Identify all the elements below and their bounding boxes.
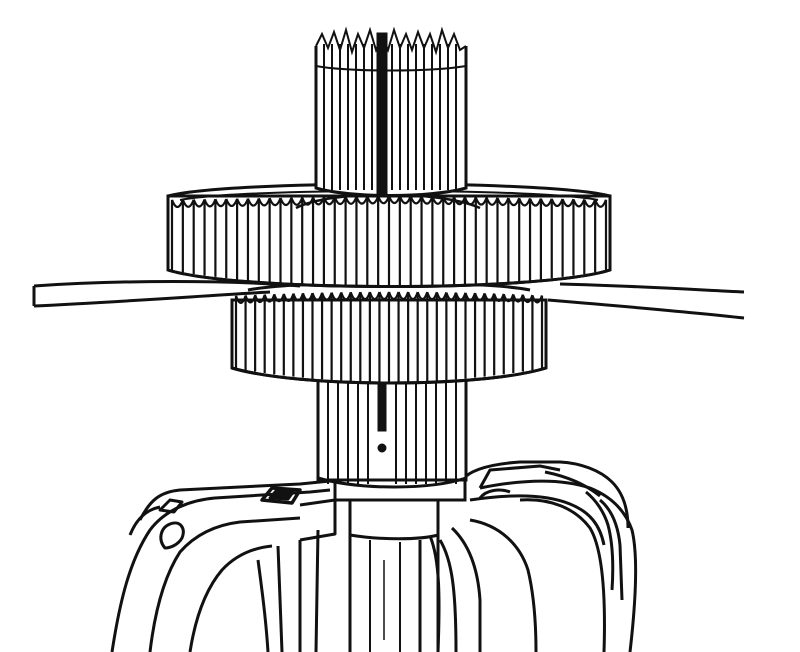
- small-gear-tooth-notch: [387, 291, 400, 301]
- small-gear: [230, 281, 548, 385]
- small-gear-tooth-notch: [330, 292, 343, 301]
- small-gear-tooth-notch: [368, 291, 381, 301]
- small-gear-tooth-notch: [435, 292, 448, 301]
- feeler-gauge-blade: [32, 280, 745, 320]
- small-gear-tooth-notch: [397, 291, 410, 301]
- small-gear-tooth-notch: [359, 291, 371, 301]
- small-gear-tooth-notch: [349, 291, 362, 301]
- upper-shaft-keyway: [376, 32, 388, 196]
- bearing-retainer: [333, 476, 467, 652]
- small-gear-teeth: [234, 291, 544, 382]
- lower-shaft-keyway: [377, 378, 387, 432]
- small-gear-tooth-notch: [378, 291, 391, 301]
- small-gear-tooth-notch: [407, 291, 419, 301]
- large-gear-teeth: [170, 195, 608, 288]
- small-gear-tooth-notch: [426, 291, 438, 301]
- lower-splined-shaft: [316, 370, 468, 489]
- small-gear-tooth-notch: [445, 292, 457, 301]
- small-gear-tooth-notch: [416, 291, 429, 301]
- upper-shaft-splines: [323, 44, 457, 190]
- small-gear-tooth-notch: [340, 292, 352, 301]
- large-gear: [166, 182, 612, 288]
- upper-splined-shaft: [314, 26, 468, 197]
- lower-shaft-splines: [327, 376, 457, 484]
